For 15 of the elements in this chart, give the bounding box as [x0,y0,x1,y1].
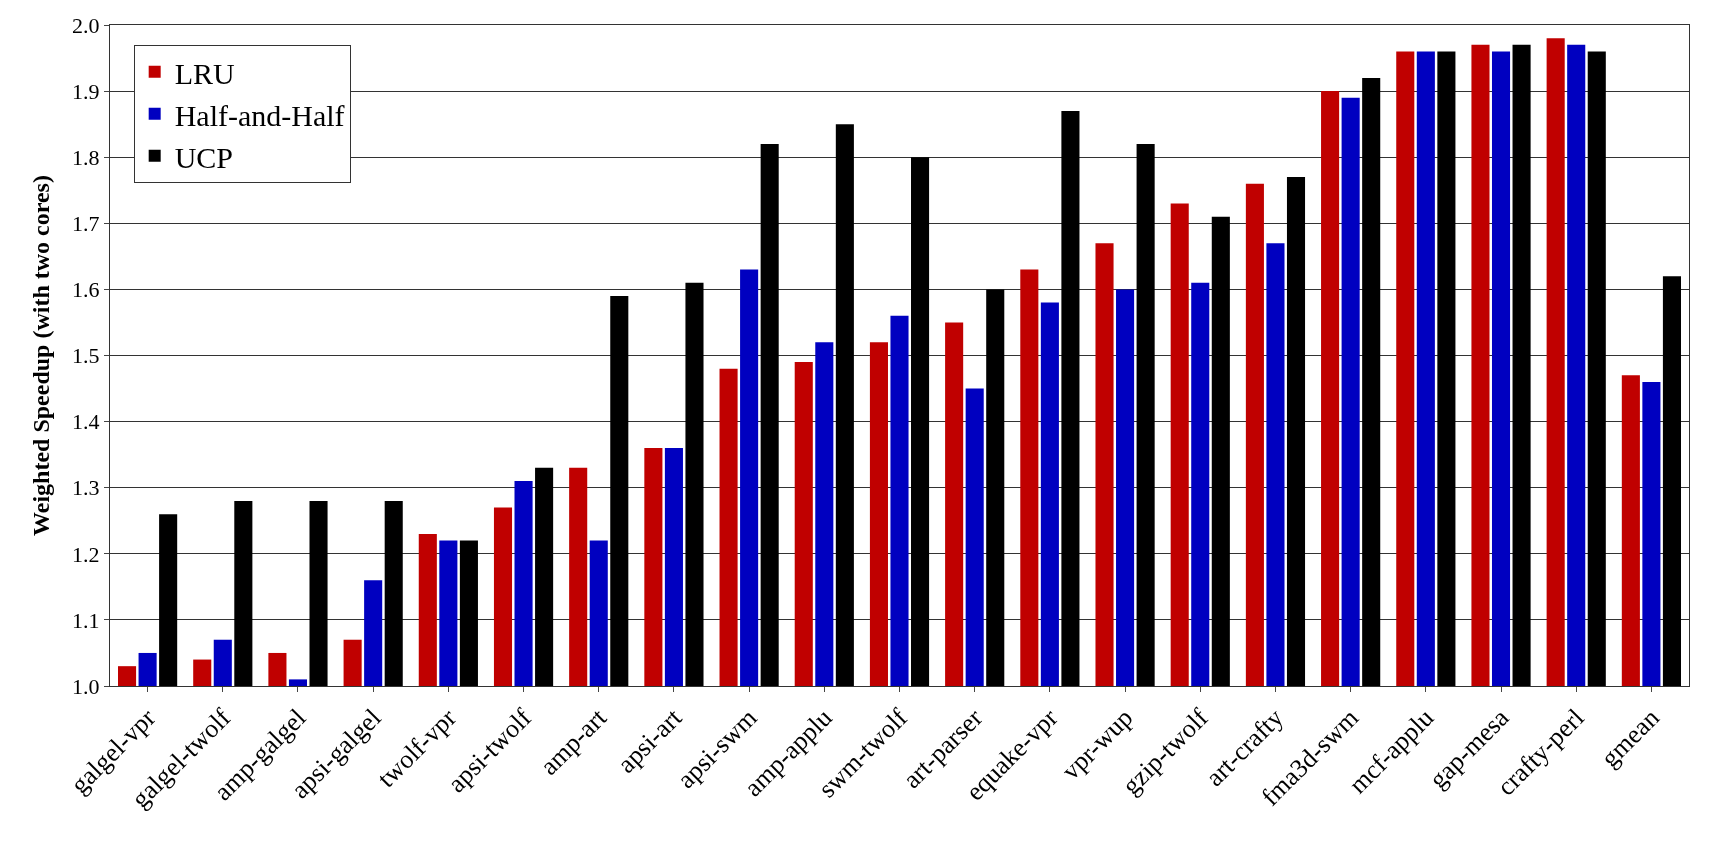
y-tick-label: 1.9 [72,78,100,104]
legend-label: UCP [174,140,234,174]
y-tick-label: 1.4 [72,409,100,435]
y-tick-label: 1.6 [72,277,100,303]
legend-label: LRU [174,56,236,90]
y-tick-label: 1.8 [72,144,100,170]
y-tick-label: 1.2 [72,541,100,567]
y-tick-label: 1.3 [72,475,100,501]
y-tick-label: 2.0 [72,12,100,38]
y-tick-label: 1.0 [72,673,100,699]
y-axis-title: Weighted Speedup (with two cores) [28,175,55,536]
y-tick-label: 1.7 [72,211,100,236]
y-tick-label: 1.1 [72,607,100,633]
y-tick-label: 1.5 [72,343,100,369]
legend-label: Half-and-Half [174,98,345,132]
